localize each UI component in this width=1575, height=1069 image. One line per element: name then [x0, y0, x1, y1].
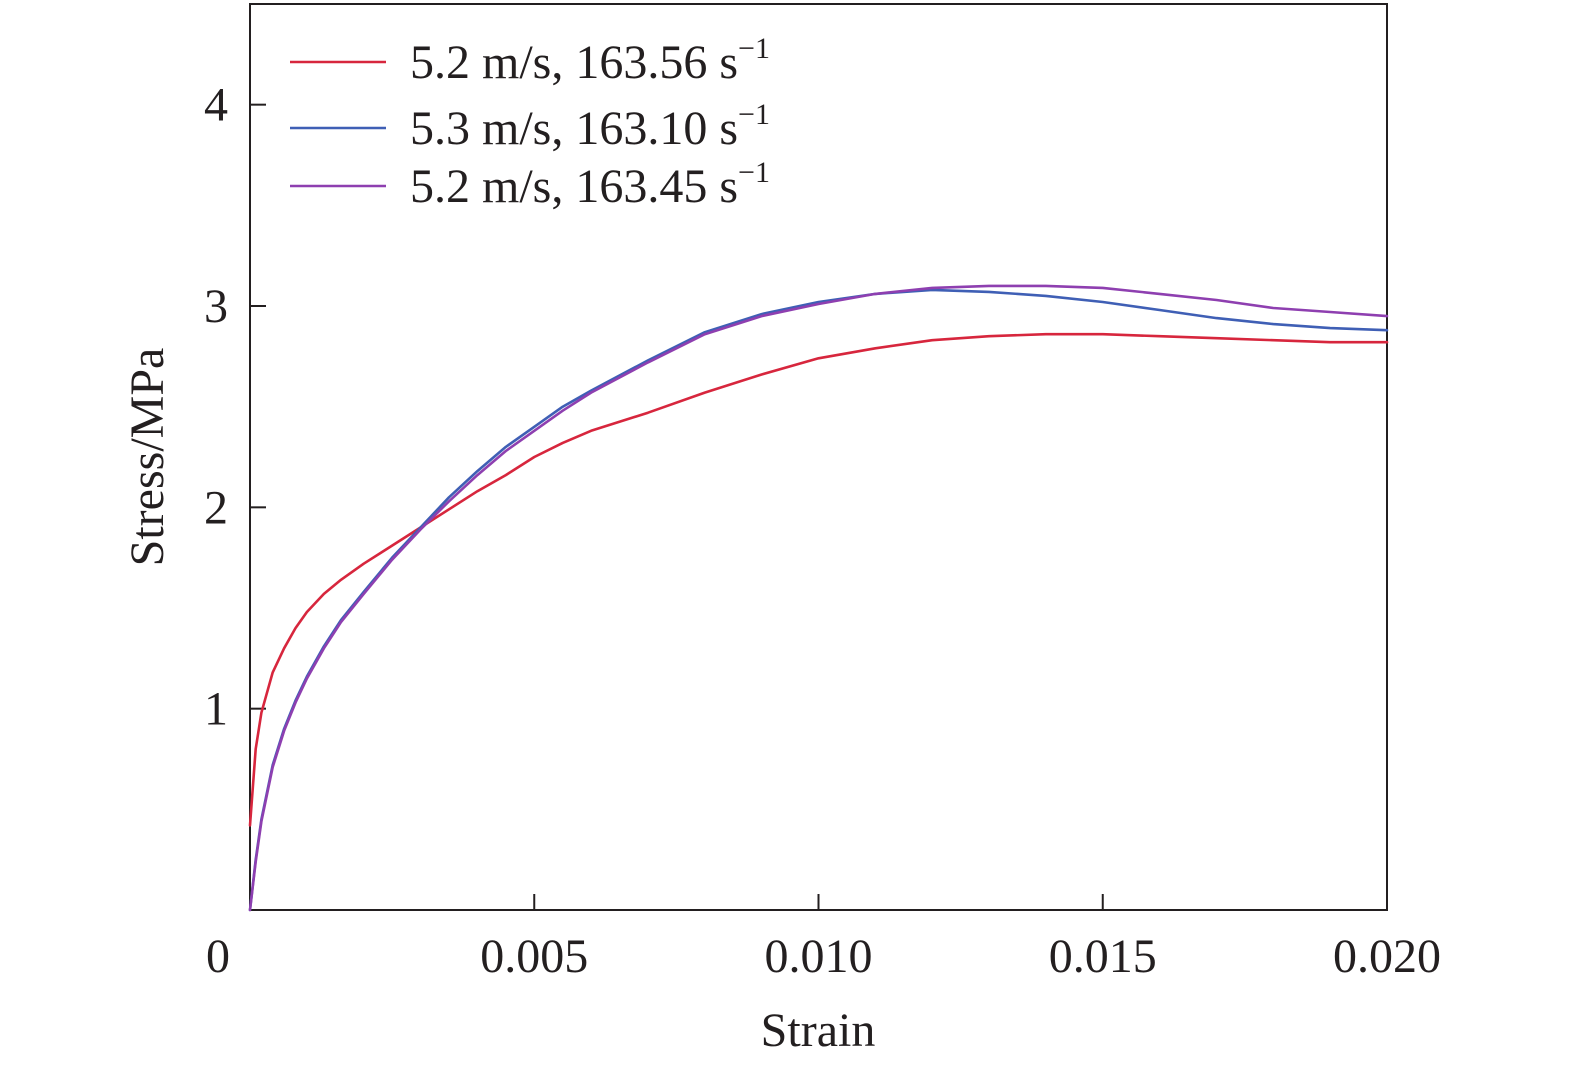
legend-label: 5.2 m/s, 163.45 s−1	[410, 156, 770, 213]
series-lines	[248, 284, 1389, 912]
y-tick-label: 4	[204, 79, 228, 132]
x-tick-label: 0.020	[1333, 930, 1441, 983]
legend-label-superscript: −1	[738, 156, 770, 189]
legend-label-text: 5.3 m/s, 163.10 s	[410, 102, 738, 155]
x-tick-label: 0.005	[480, 930, 588, 983]
series-line-2	[248, 288, 1389, 912]
x-tick-label: 0	[206, 930, 230, 983]
y-axis-ticks: 1 2 3 4	[204, 79, 266, 736]
x-axis-label: Strain	[761, 1004, 876, 1057]
legend-label: 5.3 m/s, 163.10 s−1	[410, 98, 770, 155]
series-line-1	[248, 332, 1389, 827]
legend-label-superscript: −1	[738, 32, 770, 65]
x-tick-label: 0.015	[1049, 930, 1157, 983]
legend-label: 5.2 m/s, 163.56 s−1	[410, 32, 770, 89]
x-tick-label: 0.010	[765, 930, 873, 983]
legend-label-text: 5.2 m/s, 163.56 s	[410, 36, 738, 89]
x-axis-ticks: 0 0.005 0.010 0.015 0.020	[206, 894, 1441, 983]
legend-label-superscript: −1	[738, 98, 770, 131]
y-tick-label: 3	[204, 280, 228, 333]
y-tick-label: 2	[204, 481, 228, 534]
legend: 5.2 m/s, 163.56 s−15.3 m/s, 163.10 s−15.…	[290, 32, 770, 213]
legend-label-text: 5.2 m/s, 163.45 s	[410, 160, 738, 213]
y-tick-label: 1	[204, 683, 228, 736]
y-axis-label: Stress/MPa	[121, 348, 174, 567]
series-line-3	[248, 284, 1389, 912]
